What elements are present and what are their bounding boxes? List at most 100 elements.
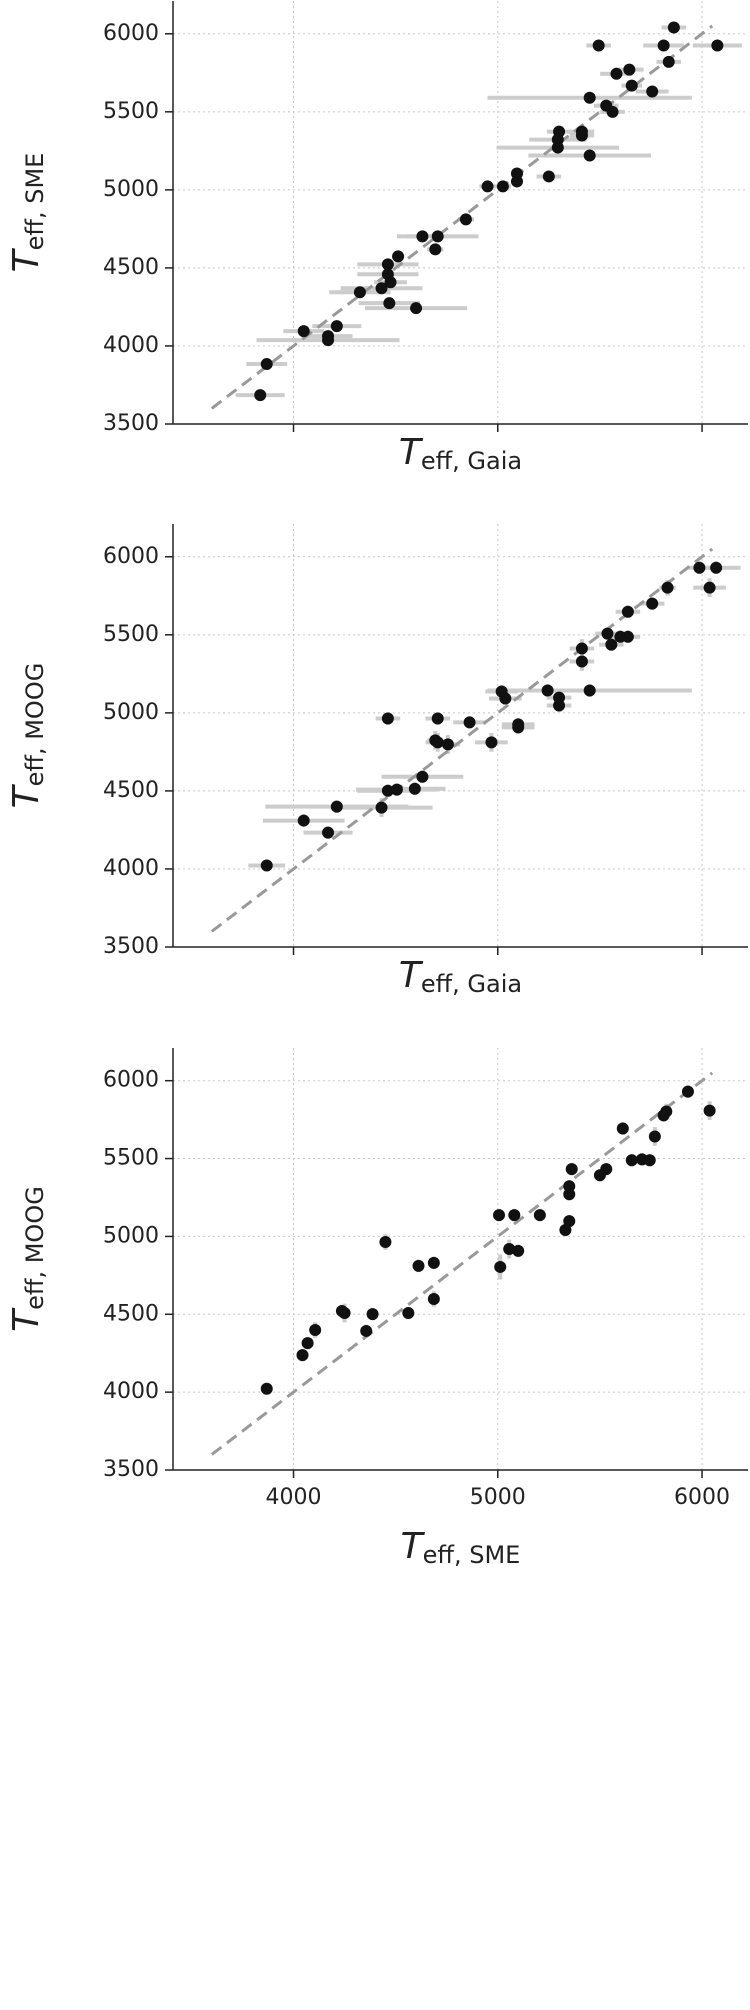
data-point: [431, 736, 444, 749]
data-point: [416, 230, 429, 243]
data-point: [379, 1236, 392, 1249]
data-point: [512, 721, 525, 734]
data-point: [296, 1349, 309, 1362]
data-point: [610, 67, 623, 80]
data-point: [254, 389, 267, 402]
data-point: [496, 180, 509, 193]
data-point: [429, 243, 442, 256]
label-symbol: T: [6, 783, 47, 808]
data-point: [563, 1188, 576, 1201]
data-point: [693, 561, 706, 574]
y-tick-label: 4000: [103, 333, 159, 358]
data-point: [646, 85, 659, 98]
data-point: [575, 642, 588, 655]
x-tick-label: 6000: [674, 1485, 730, 1510]
data-point: [503, 1243, 516, 1256]
data-point: [384, 276, 397, 289]
data-point: [601, 627, 614, 640]
y-tick-label: 4500: [103, 255, 159, 280]
data-point: [335, 1305, 348, 1318]
data-point: [621, 605, 634, 618]
data-point: [711, 39, 724, 52]
data-point: [661, 581, 674, 594]
data-point: [459, 213, 472, 226]
data-point: [381, 712, 394, 725]
y-tick-label: 4500: [103, 778, 159, 803]
one-to-one-line: [210, 1071, 714, 1456]
data-point: [583, 91, 596, 104]
data-point: [412, 1259, 425, 1272]
data-point: [648, 1130, 661, 1143]
data-point: [375, 282, 388, 295]
data-point: [441, 738, 454, 751]
label-subscript: eff, SME: [423, 1541, 521, 1569]
data-point: [330, 320, 343, 333]
data-point: [322, 334, 335, 347]
data-point: [703, 581, 716, 594]
data-point: [583, 149, 596, 162]
data-point: [510, 175, 523, 188]
y-axis-label: Teff, SME: [6, 153, 49, 273]
data-point: [710, 561, 723, 574]
data-point: [616, 1122, 629, 1135]
data-point: [551, 141, 564, 154]
y-tick-label: 6000: [103, 21, 159, 46]
data-point: [643, 1154, 656, 1167]
y-tick-label: 3500: [103, 1457, 159, 1482]
data-point: [410, 302, 423, 315]
data-point: [427, 1256, 440, 1269]
label-symbol: T: [6, 1307, 47, 1332]
y-tick-label: 6000: [103, 544, 159, 569]
data-point: [427, 1293, 440, 1306]
data-point: [703, 1104, 716, 1117]
label-subscript: eff, Gaia: [421, 447, 522, 475]
label-subscript: eff, Gaia: [421, 970, 522, 998]
data-point: [583, 684, 596, 697]
data-point: [366, 1308, 379, 1321]
x-axis-label: Teff, Gaia: [399, 432, 522, 475]
data-point: [499, 692, 512, 705]
y-tick-label: 4000: [103, 1379, 159, 1404]
data-point: [330, 800, 343, 813]
data-point: [381, 258, 394, 271]
y-tick-label: 5500: [103, 99, 159, 124]
data-point: [408, 782, 421, 795]
x-axis-label: Teff, SME: [401, 1526, 521, 1569]
data-point: [541, 684, 554, 697]
data-point: [605, 638, 618, 651]
data-point: [322, 826, 335, 839]
data-point: [621, 630, 634, 643]
data-point: [383, 297, 396, 310]
label-symbol: T: [399, 955, 424, 996]
data-point: [625, 1154, 638, 1167]
data-point: [375, 801, 388, 814]
y-tick-label: 5000: [103, 1223, 159, 1248]
data-point: [542, 170, 555, 183]
x-axis-label: Teff, Gaia: [399, 955, 522, 998]
x-tick-label: 5000: [470, 1485, 526, 1510]
label-subscript: eff, MOOG: [21, 1186, 49, 1310]
data-point: [667, 21, 680, 34]
one-to-one-line: [210, 547, 714, 933]
data-point: [416, 770, 429, 783]
y-tick-label: 4500: [103, 1301, 159, 1326]
data-point: [297, 325, 310, 338]
data-point: [494, 1260, 507, 1273]
data-point: [463, 716, 476, 729]
data-point: [431, 712, 444, 725]
label-subscript: eff, MOOG: [21, 663, 49, 787]
y-tick-label: 5500: [103, 1146, 159, 1171]
data-point: [297, 814, 310, 827]
y-tick-label: 3500: [103, 934, 159, 959]
y-axis-label: Teff, MOOG: [6, 663, 49, 809]
data-point: [481, 180, 494, 193]
data-point: [606, 105, 619, 118]
x-tick-label: 4000: [266, 1485, 322, 1510]
data-point: [485, 736, 498, 749]
data-point: [681, 1085, 694, 1098]
label-symbol: T: [399, 432, 424, 473]
label-symbol: T: [401, 1526, 426, 1567]
data-point: [662, 55, 675, 68]
